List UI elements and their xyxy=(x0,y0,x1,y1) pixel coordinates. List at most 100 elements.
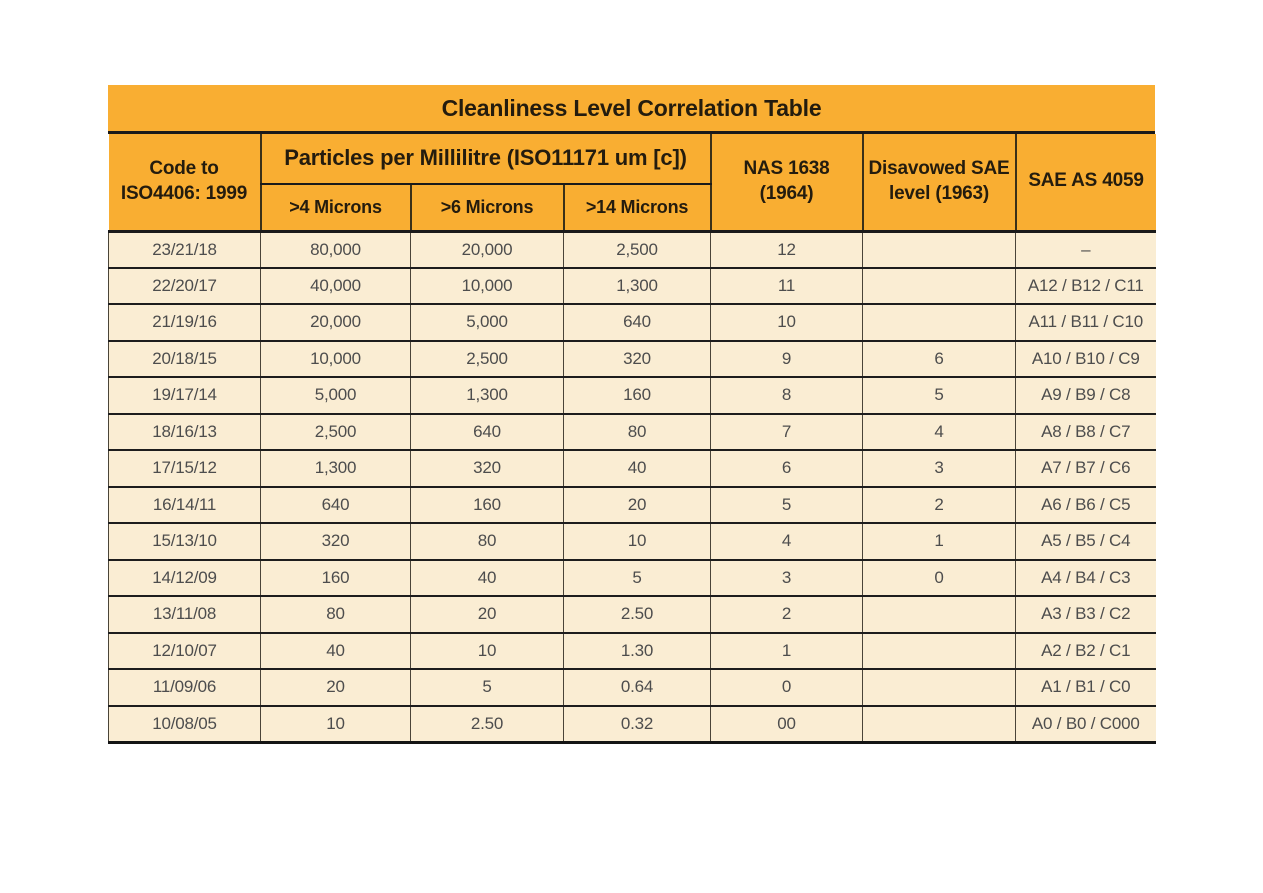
cell-gt14-microns: 640 xyxy=(562,304,711,342)
header-gt14-microns: >14 Microns xyxy=(562,184,711,233)
cleanliness-correlation-table: Cleanliness Level Correlation Table Code… xyxy=(108,85,1156,744)
cell-gt6-microns: 2,500 xyxy=(410,340,564,378)
cell-gt6-microns: 10,000 xyxy=(410,267,564,305)
cell-gt6-microns: 80 xyxy=(410,523,564,561)
cell-iso4406-code: 23/21/18 xyxy=(108,231,261,269)
cell-gt6-microns: 5,000 xyxy=(410,304,564,342)
cell-gt14-microns: 20 xyxy=(562,486,711,524)
header-particles-per-millilitre-group: Particles per Millilitre (ISO11171 um [c… xyxy=(259,134,711,185)
cell-gt6-microns: 640 xyxy=(410,413,564,451)
cell-iso4406-code: 20/18/15 xyxy=(108,340,261,378)
cell-iso4406-code: 17/15/12 xyxy=(108,450,261,488)
header-sae-as-4059: SAE AS 4059 xyxy=(1014,134,1156,233)
table-row: 19/17/14 5,000 1,300 160 8 5 A9 / B9 / C8 xyxy=(108,377,1156,415)
table-row: 13/11/08 80 20 2.50 2 A3 / B3 / C2 xyxy=(108,596,1156,634)
table-row: 11/09/06 20 5 0.64 0 A1 / B1 / C0 xyxy=(108,669,1156,707)
cell-gt14-microns: 10 xyxy=(562,523,711,561)
cell-sae-as-4059: A1 / B1 / C0 xyxy=(1015,669,1156,707)
cell-nas-1638: 9 xyxy=(710,340,863,378)
cell-gt4-microns: 20 xyxy=(260,669,411,707)
cell-disavowed-sae-level: 6 xyxy=(862,340,1016,378)
header-nas-1638: NAS 1638 (1964) xyxy=(709,134,863,233)
cell-gt14-microns: 160 xyxy=(562,377,711,415)
table-row: 18/16/13 2,500 640 80 7 4 A8 / B8 / C7 xyxy=(108,413,1156,451)
header-code-to-iso4406: Code to ISO4406: 1999 xyxy=(108,134,261,233)
cell-iso4406-code: 14/12/09 xyxy=(108,559,261,597)
cell-disavowed-sae-level xyxy=(862,669,1016,707)
cell-iso4406-code: 16/14/11 xyxy=(108,486,261,524)
cell-nas-1638: 4 xyxy=(710,523,863,561)
table-row: 14/12/09 160 40 5 3 0 A4 / B4 / C3 xyxy=(108,559,1156,597)
cell-iso4406-code: 15/13/10 xyxy=(108,523,261,561)
cell-nas-1638: 00 xyxy=(710,705,863,744)
cell-iso4406-code: 21/19/16 xyxy=(108,304,261,342)
cell-nas-1638: 12 xyxy=(710,231,863,269)
cell-sae-as-4059: A7 / B7 / C6 xyxy=(1015,450,1156,488)
cell-iso4406-code: 19/17/14 xyxy=(108,377,261,415)
table-row: 10/08/05 10 2.50 0.32 00 A0 / B0 / C000 xyxy=(108,705,1156,744)
table-row: 22/20/17 40,000 10,000 1,300 11 A12 / B12 / C… xyxy=(108,267,1156,305)
cell-gt14-microns: 1,300 xyxy=(562,267,711,305)
cell-disavowed-sae-level: 2 xyxy=(862,486,1016,524)
cell-gt6-microns: 160 xyxy=(410,486,564,524)
cell-nas-1638: 2 xyxy=(710,596,863,634)
cell-nas-1638: 5 xyxy=(710,486,863,524)
cell-iso4406-code: 13/11/08 xyxy=(108,596,261,634)
correlation-table: Code to ISO4406: 1999 Particles per Mill… xyxy=(108,134,1156,744)
table-title: Cleanliness Level Correlation Table xyxy=(108,85,1155,134)
cell-disavowed-sae-level xyxy=(862,231,1016,269)
cell-sae-as-4059: A5 / B5 / C4 xyxy=(1015,523,1156,561)
table-header: Code to ISO4406: 1999 Particles per Mill… xyxy=(108,134,1156,233)
cell-sae-as-4059: A11 / B11 / C10 xyxy=(1015,304,1156,342)
cell-gt14-microns: 320 xyxy=(562,340,711,378)
cell-nas-1638: 0 xyxy=(710,669,863,707)
cell-gt4-microns: 640 xyxy=(260,486,411,524)
cell-sae-as-4059: A2 / B2 / C1 xyxy=(1015,632,1156,670)
cell-gt14-microns: 1.30 xyxy=(562,632,711,670)
table-row: 23/21/18 80,000 20,000 2,500 12 – xyxy=(108,231,1156,269)
cell-nas-1638: 3 xyxy=(710,559,863,597)
cell-gt4-microns: 40 xyxy=(260,632,411,670)
cell-gt6-microns: 2.50 xyxy=(410,705,564,744)
cell-gt6-microns: 10 xyxy=(410,632,564,670)
cell-gt6-microns: 20 xyxy=(410,596,564,634)
cell-gt6-microns: 5 xyxy=(410,669,564,707)
cell-sae-as-4059: A10 / B10 / C9 xyxy=(1015,340,1156,378)
table-body: 23/21/18 80,000 20,000 2,500 12–22/20/17 40,0… xyxy=(108,231,1156,744)
cell-disavowed-sae-level: 3 xyxy=(862,450,1016,488)
table-row: 15/13/10 320 80 10 4 1 A5 / B5 / C4 xyxy=(108,523,1156,561)
cell-sae-as-4059: A0 / B0 / C000 xyxy=(1015,705,1156,744)
cell-nas-1638: 7 xyxy=(710,413,863,451)
cell-gt4-microns: 2,500 xyxy=(260,413,411,451)
cell-nas-1638: 1 xyxy=(710,632,863,670)
cell-disavowed-sae-level xyxy=(862,267,1016,305)
cell-disavowed-sae-level xyxy=(862,596,1016,634)
cell-disavowed-sae-level xyxy=(862,705,1016,744)
cell-disavowed-sae-level: 5 xyxy=(862,377,1016,415)
cell-gt14-microns: 2,500 xyxy=(562,231,711,269)
table-row: 16/14/11 640 160 20 5 2 A6 / B6 / C5 xyxy=(108,486,1156,524)
cell-gt4-microns: 5,000 xyxy=(260,377,411,415)
cell-iso4406-code: 18/16/13 xyxy=(108,413,261,451)
cell-iso4406-code: 11/09/06 xyxy=(108,669,261,707)
table-row: 17/15/12 1,300 320 40 6 3 A7 / B7 / C6 xyxy=(108,450,1156,488)
cell-gt4-microns: 80 xyxy=(260,596,411,634)
cell-iso4406-code: 22/20/17 xyxy=(108,267,261,305)
cell-disavowed-sae-level: 1 xyxy=(862,523,1016,561)
header-gt6-microns: >6 Microns xyxy=(409,184,564,233)
cell-gt14-microns: 0.32 xyxy=(562,705,711,744)
cell-gt14-microns: 40 xyxy=(562,450,711,488)
cell-gt6-microns: 320 xyxy=(410,450,564,488)
cell-disavowed-sae-level: 0 xyxy=(862,559,1016,597)
cell-sae-as-4059: – xyxy=(1015,231,1156,269)
table-row: 21/19/16 20,000 5,000 640 10 A11 / B11 / C10 xyxy=(108,304,1156,342)
cell-sae-as-4059: A12 / B12 / C11 xyxy=(1015,267,1156,305)
cell-gt14-microns: 5 xyxy=(562,559,711,597)
cell-nas-1638: 6 xyxy=(710,450,863,488)
cell-gt4-microns: 1,300 xyxy=(260,450,411,488)
cell-sae-as-4059: A8 / B8 / C7 xyxy=(1015,413,1156,451)
table-row: 20/18/15 10,000 2,500 320 9 6 A10 / B10 / C9 xyxy=(108,340,1156,378)
cell-gt4-microns: 20,000 xyxy=(260,304,411,342)
cell-disavowed-sae-level xyxy=(862,304,1016,342)
cell-gt14-microns: 2.50 xyxy=(562,596,711,634)
